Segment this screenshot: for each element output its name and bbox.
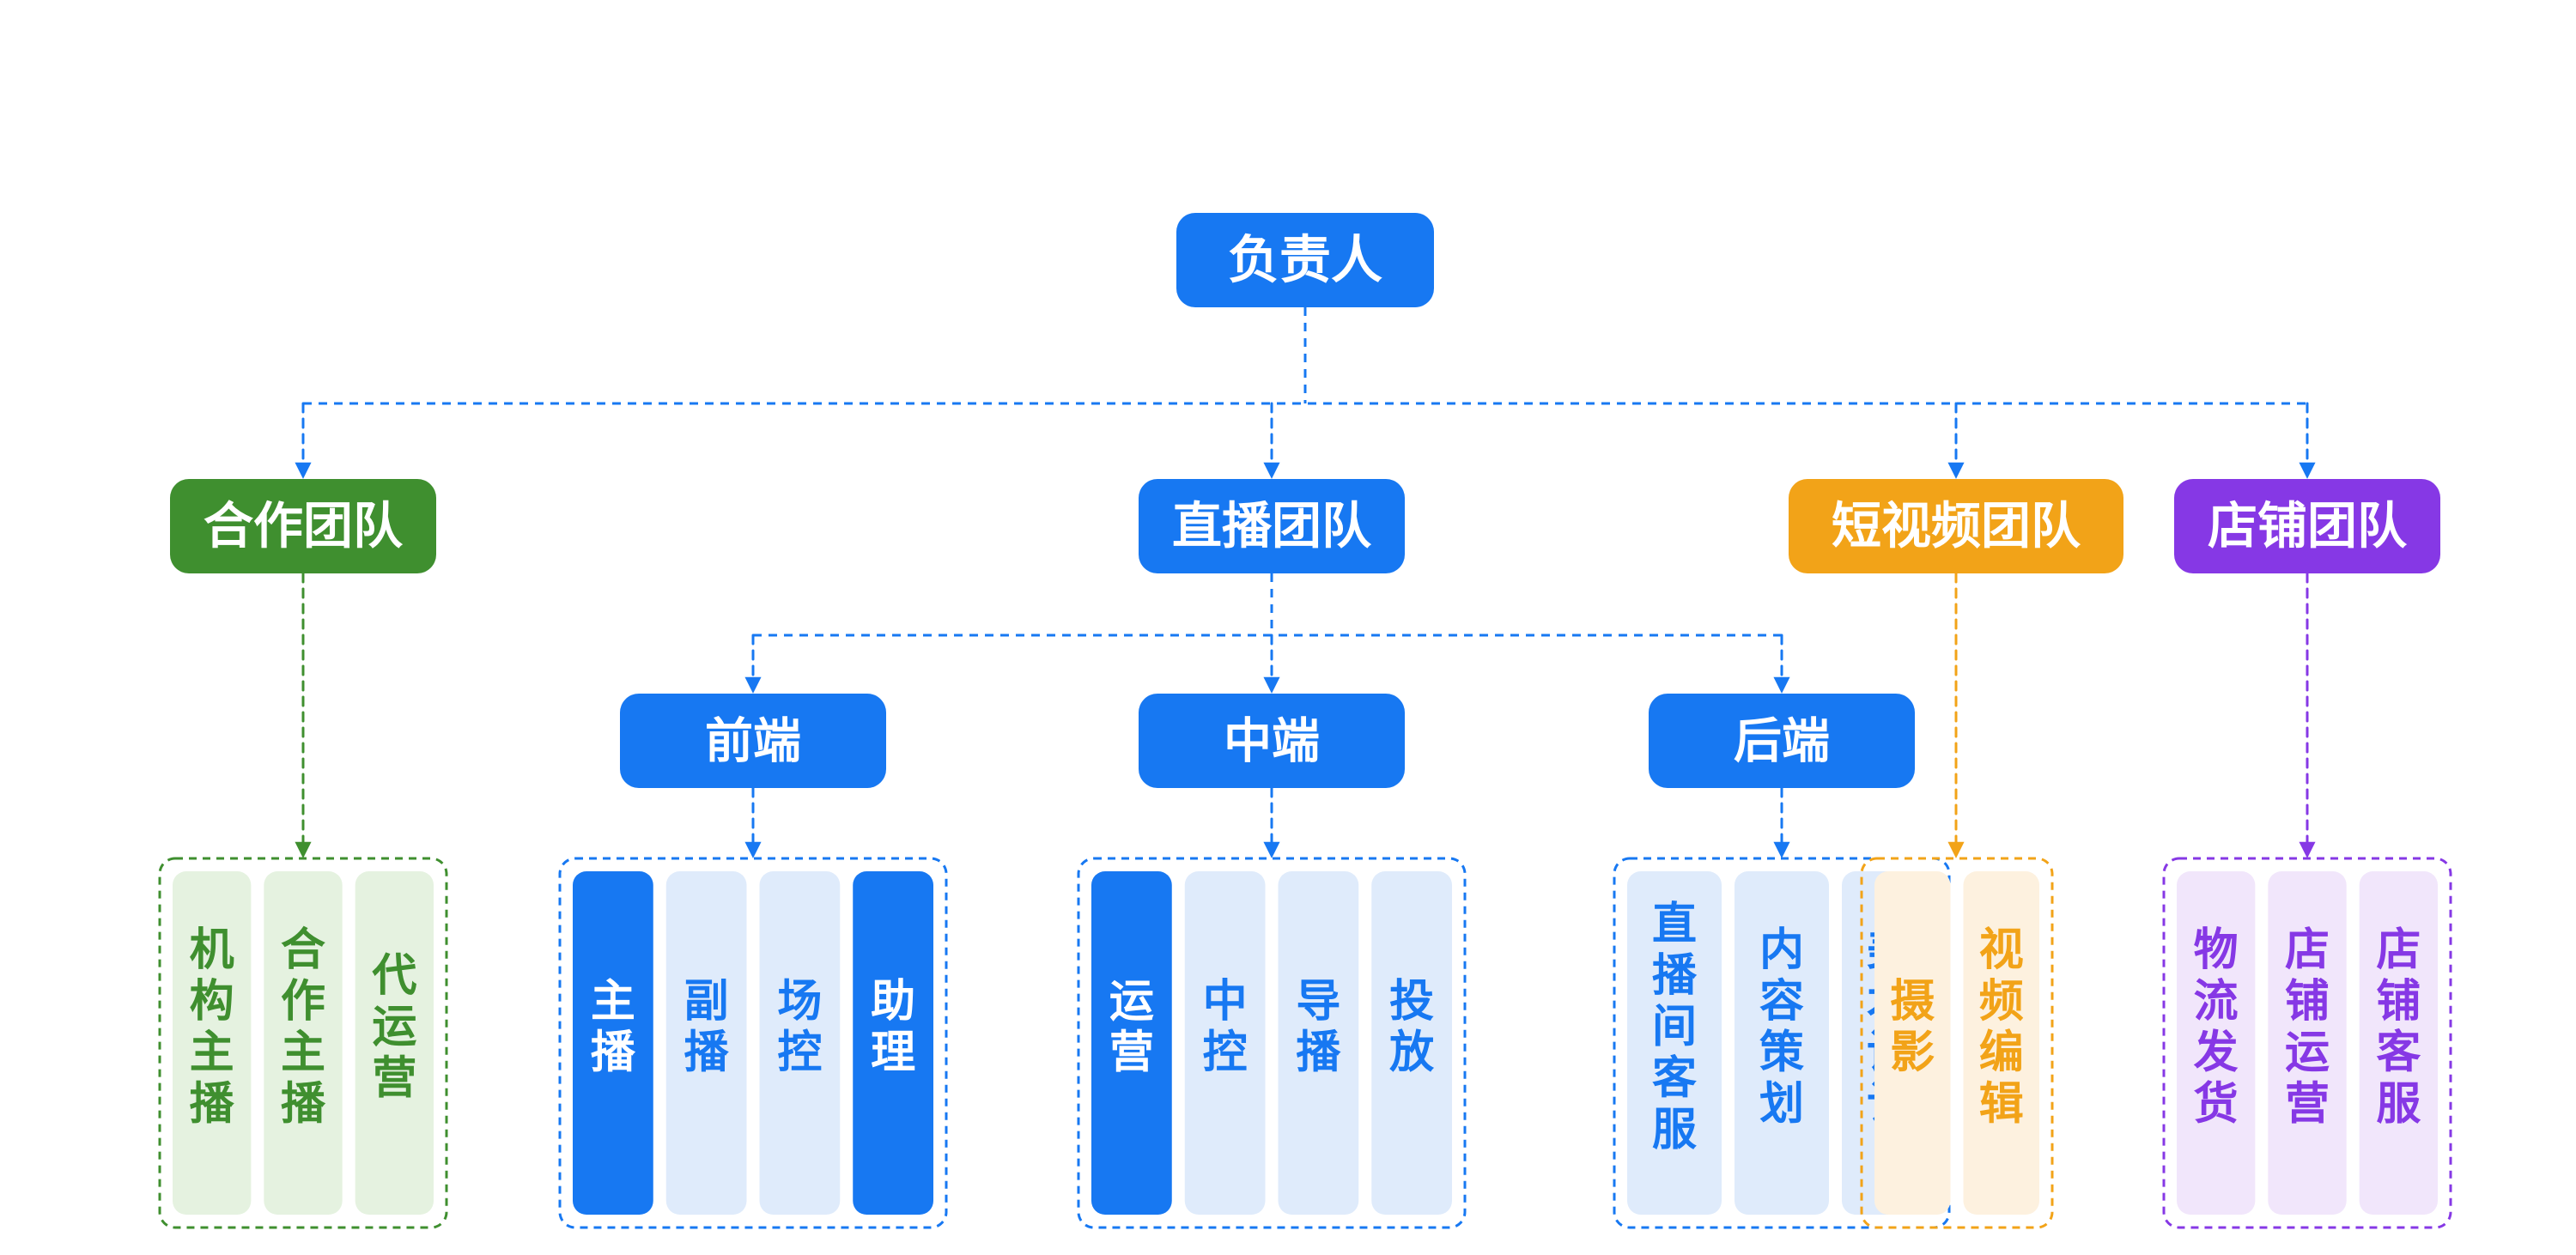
box-midC-label: 后端 — [1734, 714, 1830, 768]
box-root-label: 负责人 — [1228, 232, 1382, 289]
leaf-cell-gA-0-label: 机构主播 — [190, 925, 235, 1129]
leaf-cell-gB1-1-label: 副播 — [684, 977, 730, 1078]
leaf-cell-gD-2-label: 店铺客服 — [2376, 925, 2421, 1129]
leaf-cell-gD-0-label: 物流发货 — [2194, 925, 2239, 1129]
leaf-cell-gB3-1-label: 内容策划 — [1759, 925, 1804, 1129]
leaf-cell-gD-1-label: 店铺运营 — [2285, 925, 2330, 1129]
leaf-cell-gB2-3-label: 投放 — [1389, 977, 1434, 1078]
box-midA-label: 前端 — [705, 714, 801, 768]
box-teamC-label: 短视频团队 — [1832, 499, 2081, 555]
leaf-cell-gB1-0-label: 主播 — [591, 977, 636, 1078]
leaf-cell-gB2-2-label: 导播 — [1296, 977, 1341, 1078]
leaf-cell-gB1-3-label: 助理 — [871, 977, 915, 1078]
org-chart: 负责人合作团队 直播团队 短视频团队 店铺团队前端 中端 后端机构主播 合作主播代运营 主播副… — [0, 0, 2576, 1255]
leaf-cell-gB3-0-label: 直播间客服 — [1652, 900, 1698, 1155]
leaf-cell-gB1-2-label: 场控 — [777, 977, 822, 1078]
leaf-cell-gA-2-label: 代运营 — [371, 951, 416, 1104]
leaf-cell-gB2-0-label: 运营 — [1109, 977, 1154, 1078]
leaf-cell-gB2-1-label: 中控 — [1203, 977, 1248, 1078]
leaf-cell-gC-1-label: 视频编辑 — [1979, 925, 2024, 1129]
leaf-cell-gC-0-label: 摄影 — [1890, 977, 1935, 1078]
box-teamB-label: 直播团队 — [1172, 499, 1372, 555]
box-midB-label: 中端 — [1224, 714, 1320, 768]
box-teamD-label: 店铺团队 — [2208, 499, 2408, 555]
leaf-cell-gA-1-label: 合作主播 — [281, 925, 326, 1129]
box-teamA-label: 合作团队 — [204, 499, 404, 555]
